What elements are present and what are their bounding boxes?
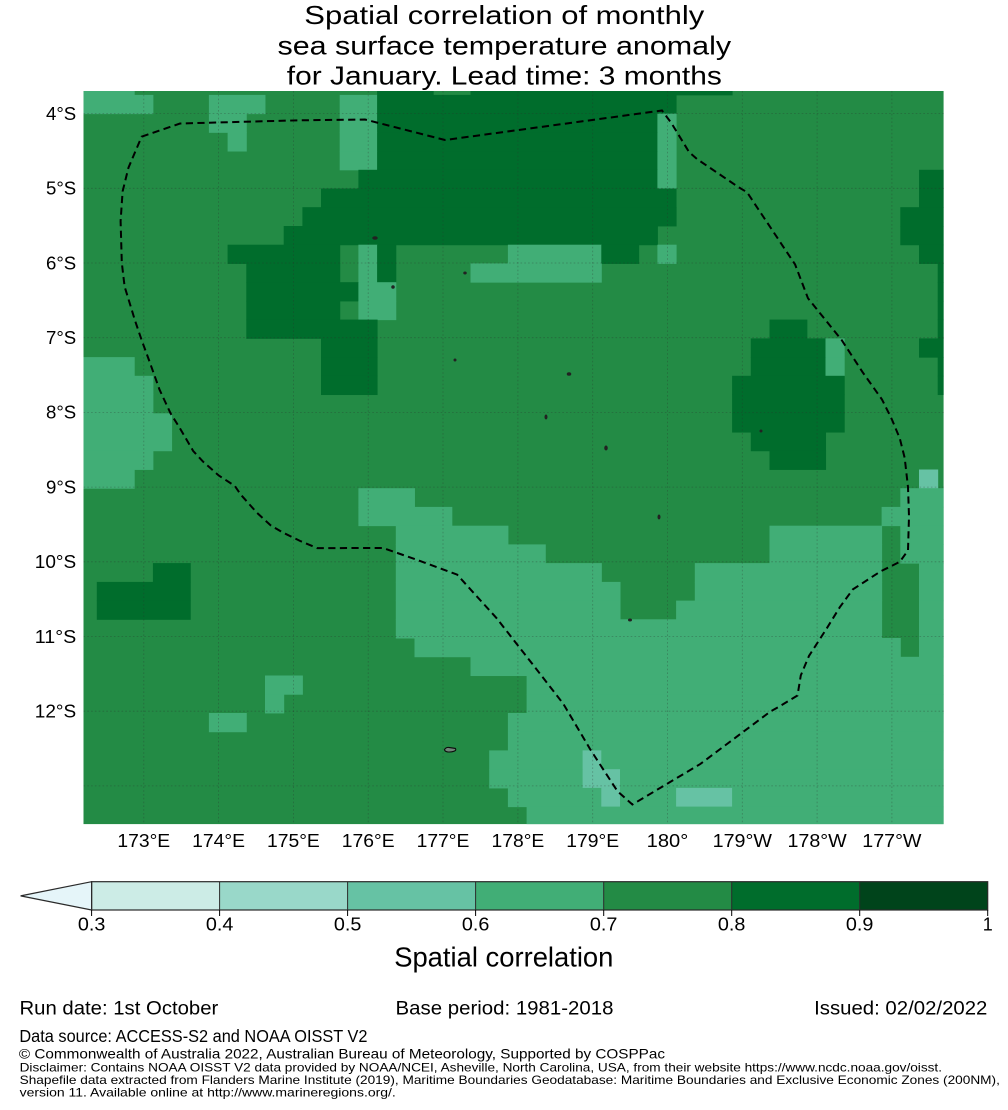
svg-text:7°S: 7°S [46, 328, 76, 348]
svg-text:sea surface temperature anomal: sea surface temperature anomaly [278, 30, 732, 60]
svg-text:Spatial correlation of monthly: Spatial correlation of monthly [304, 0, 704, 30]
svg-text:178°E: 178°E [492, 831, 545, 851]
svg-text:11°S: 11°S [35, 627, 76, 647]
svg-text:10°S: 10°S [35, 552, 76, 572]
svg-text:1: 1 [983, 915, 993, 935]
svg-text:175°E: 175°E [267, 831, 320, 851]
svg-text:0.6: 0.6 [462, 915, 490, 935]
svg-text:12°S: 12°S [35, 702, 76, 722]
svg-text:177°E: 177°E [417, 831, 470, 851]
svg-text:0.7: 0.7 [590, 915, 618, 935]
svg-text:177°W: 177°W [862, 831, 921, 851]
svg-text:0.8: 0.8 [718, 915, 746, 935]
svg-text:0.5: 0.5 [334, 915, 362, 935]
svg-text:9°S: 9°S [46, 477, 76, 497]
svg-text:179°E: 179°E [566, 831, 619, 851]
svg-text:4°S: 4°S [46, 104, 76, 124]
svg-text:178°W: 178°W [788, 831, 847, 851]
svg-text:0.3: 0.3 [78, 915, 106, 935]
svg-text:Data source: ACCESS-S2 and NOA: Data source: ACCESS-S2 and NOAA OISST V2 [19, 1026, 367, 1046]
svg-text:© Commonwealth of Australia 20: © Commonwealth of Australia 2022, Austra… [19, 1046, 665, 1062]
svg-text:for January. Lead time: 3 mont: for January. Lead time: 3 months [287, 61, 722, 91]
svg-text:Issued: 02/02/2022: Issued: 02/02/2022 [814, 999, 987, 1020]
svg-text:Spatial correlation: Spatial correlation [394, 942, 613, 973]
svg-text:0.9: 0.9 [846, 915, 874, 935]
svg-text:0.4: 0.4 [206, 915, 234, 935]
svg-text:174°E: 174°E [192, 831, 245, 851]
svg-text:Run date: 1st October: Run date: 1st October [20, 999, 220, 1020]
svg-text:176°E: 176°E [342, 831, 395, 851]
svg-text:179°W: 179°W [713, 831, 772, 851]
svg-text:Base period: 1981-2018: Base period: 1981-2018 [396, 999, 614, 1020]
svg-text:5°S: 5°S [46, 179, 76, 199]
svg-text:Disclaimer: Contains NOAA OISS: Disclaimer: Contains NOAA OISST V2 data … [20, 1061, 942, 1074]
svg-text:6°S: 6°S [46, 253, 76, 273]
svg-text:8°S: 8°S [46, 403, 76, 423]
svg-text:Shapefile data extracted from: Shapefile data extracted from Flanders M… [20, 1074, 1000, 1087]
svg-text:version 11. Available online a: version 11. Available online at http://w… [20, 1087, 396, 1100]
svg-text:180°: 180° [647, 831, 689, 851]
svg-text:173°E: 173°E [117, 831, 170, 851]
